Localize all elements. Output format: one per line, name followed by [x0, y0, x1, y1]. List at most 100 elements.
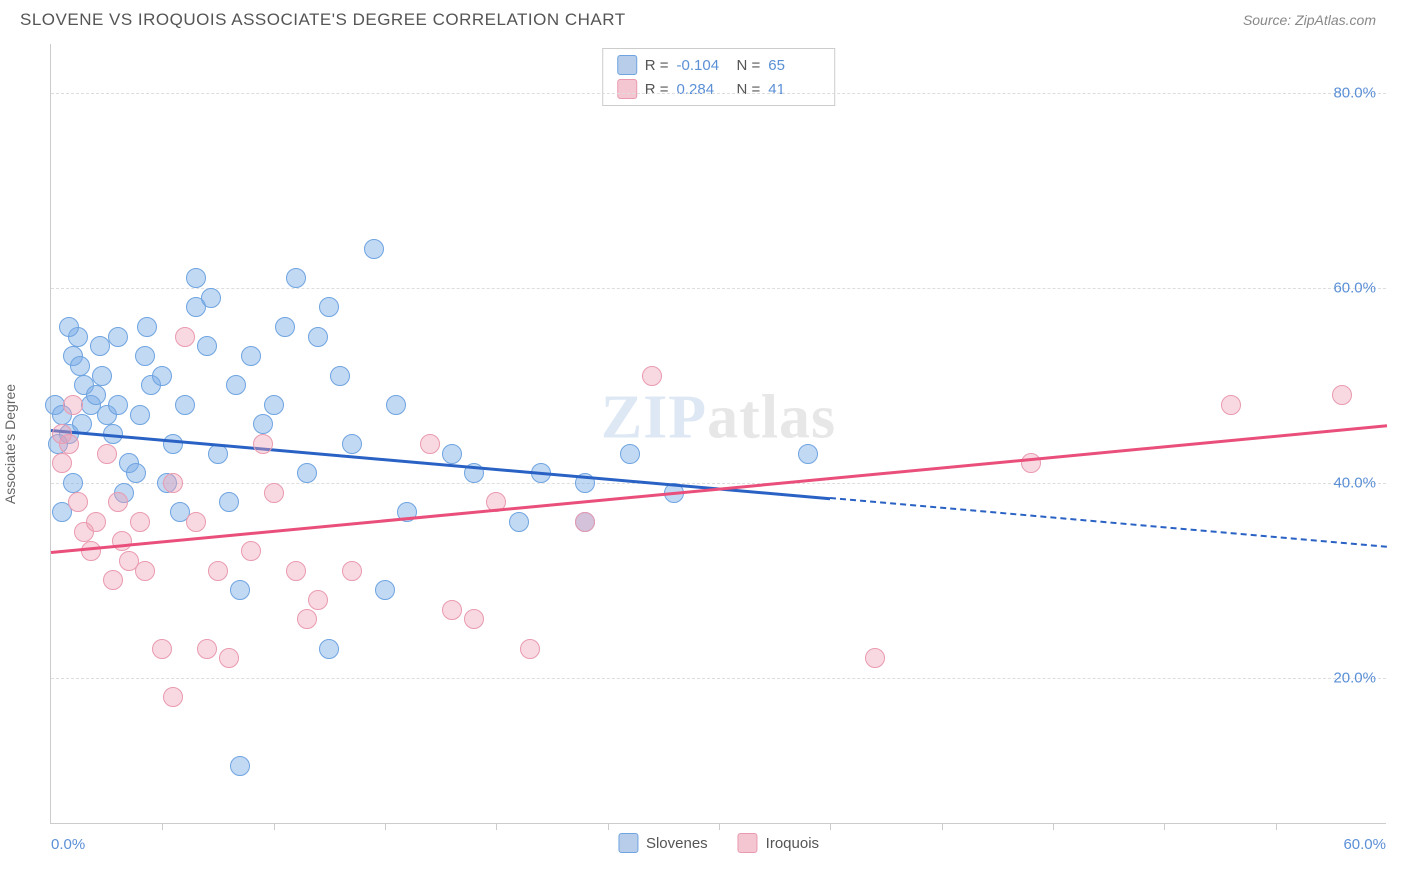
r-value: 0.284	[677, 81, 729, 98]
chart-container: Associate's Degree ZIPatlas R =-0.104N =…	[20, 44, 1386, 844]
data-point	[226, 375, 246, 395]
x-tick	[1164, 823, 1165, 830]
data-point	[509, 512, 529, 532]
data-point	[297, 463, 317, 483]
plot-area: ZIPatlas R =-0.104N =65R =0.284N =41 Slo…	[50, 44, 1386, 824]
stats-row: R =0.284N =41	[617, 77, 821, 101]
x-axis-min-label: 0.0%	[51, 836, 85, 853]
legend-label: Slovenes	[646, 835, 708, 852]
data-point	[520, 639, 540, 659]
data-point	[575, 512, 595, 532]
r-value: -0.104	[677, 57, 729, 74]
bottom-legend: Slovenes Iroquois	[618, 833, 819, 853]
data-point	[286, 268, 306, 288]
data-point	[163, 473, 183, 493]
x-tick	[830, 823, 831, 830]
data-point	[152, 366, 172, 386]
data-point	[70, 356, 90, 376]
data-point	[130, 512, 150, 532]
x-tick	[274, 823, 275, 830]
data-point	[420, 434, 440, 454]
data-point	[108, 327, 128, 347]
n-label: N =	[737, 57, 761, 74]
data-point	[63, 395, 83, 415]
x-tick	[385, 823, 386, 830]
data-point	[620, 444, 640, 464]
data-point	[308, 327, 328, 347]
y-tick-label: 20.0%	[1333, 669, 1376, 686]
data-point	[112, 531, 132, 551]
x-axis-max-label: 60.0%	[1343, 836, 1386, 853]
data-point	[135, 346, 155, 366]
legend-label: Iroquois	[766, 835, 819, 852]
legend-swatch	[618, 833, 638, 853]
data-point	[342, 434, 362, 454]
data-point	[442, 444, 462, 464]
legend-swatch	[617, 55, 637, 75]
x-tick	[1276, 823, 1277, 830]
data-point	[364, 239, 384, 259]
data-point	[208, 561, 228, 581]
data-point	[86, 512, 106, 532]
data-point	[1021, 453, 1041, 473]
data-point	[103, 570, 123, 590]
y-tick-label: 40.0%	[1333, 474, 1376, 491]
legend-item: Slovenes	[618, 833, 708, 853]
data-point	[68, 492, 88, 512]
y-tick-label: 80.0%	[1333, 84, 1376, 101]
chart-title: SLOVENE VS IROQUOIS ASSOCIATE'S DEGREE C…	[20, 10, 626, 30]
x-tick	[162, 823, 163, 830]
data-point	[375, 580, 395, 600]
y-axis-title: Associate's Degree	[2, 384, 18, 504]
grid-line	[51, 288, 1386, 289]
data-point	[241, 541, 261, 561]
r-label: R =	[645, 81, 669, 98]
data-point	[59, 434, 79, 454]
data-point	[152, 639, 172, 659]
data-point	[865, 648, 885, 668]
data-point	[230, 580, 250, 600]
data-point	[186, 512, 206, 532]
data-point	[297, 609, 317, 629]
data-point	[92, 366, 112, 386]
data-point	[219, 648, 239, 668]
data-point	[97, 444, 117, 464]
data-point	[330, 366, 350, 386]
data-point	[286, 561, 306, 581]
data-point	[798, 444, 818, 464]
data-point	[386, 395, 406, 415]
legend-swatch	[617, 79, 637, 99]
data-point	[137, 317, 157, 337]
data-point	[63, 473, 83, 493]
legend-item: Iroquois	[738, 833, 819, 853]
data-point	[108, 492, 128, 512]
grid-line	[51, 678, 1386, 679]
data-point	[319, 297, 339, 317]
data-point	[264, 395, 284, 415]
stats-row: R =-0.104N =65	[617, 53, 821, 77]
grid-line	[51, 483, 1386, 484]
data-point	[175, 395, 195, 415]
trend-line	[51, 424, 1387, 554]
data-point	[52, 453, 72, 473]
data-point	[275, 317, 295, 337]
n-value: 65	[768, 57, 820, 74]
data-point	[253, 414, 273, 434]
x-tick	[608, 823, 609, 830]
data-point	[464, 609, 484, 629]
stats-legend: R =-0.104N =65R =0.284N =41	[602, 48, 836, 106]
data-point	[1221, 395, 1241, 415]
legend-swatch	[738, 833, 758, 853]
data-point	[197, 639, 217, 659]
data-point	[130, 405, 150, 425]
data-point	[126, 463, 146, 483]
data-point	[442, 600, 462, 620]
data-point	[342, 561, 362, 581]
x-tick	[1053, 823, 1054, 830]
n-value: 41	[768, 81, 820, 98]
x-tick	[942, 823, 943, 830]
data-point	[81, 541, 101, 561]
data-point	[163, 434, 183, 454]
data-point	[219, 492, 239, 512]
data-point	[253, 434, 273, 454]
